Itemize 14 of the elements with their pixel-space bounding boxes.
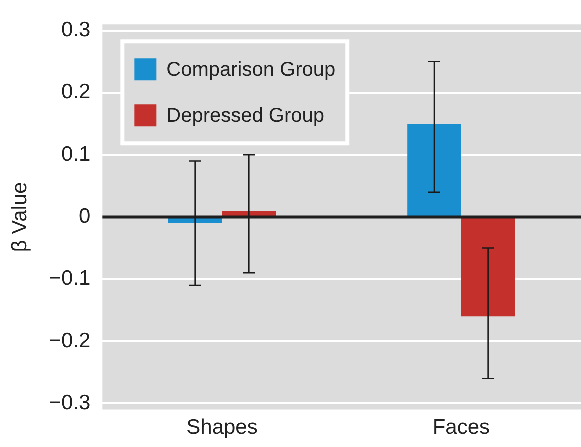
legend-label: Comparison Group (166, 59, 336, 82)
bar (461, 218, 516, 317)
x-tick-label: Faces (432, 416, 490, 440)
y-tick-label: 0 (78, 204, 91, 228)
y-tick-label: 0.2 (61, 80, 91, 104)
bar (408, 124, 462, 216)
legend-label: Depressed Group (166, 105, 325, 128)
y-tick-label: −0.3 (49, 391, 91, 414)
y-tick-label: −0.2 (49, 329, 91, 352)
y-tick-label: 0.1 (61, 142, 91, 166)
y-axis-title: β Value (8, 182, 32, 252)
y-tick-label: 0.3 (61, 18, 91, 42)
y-tick-label: −0.1 (49, 267, 91, 290)
x-tick-label: Shapes (186, 416, 258, 440)
